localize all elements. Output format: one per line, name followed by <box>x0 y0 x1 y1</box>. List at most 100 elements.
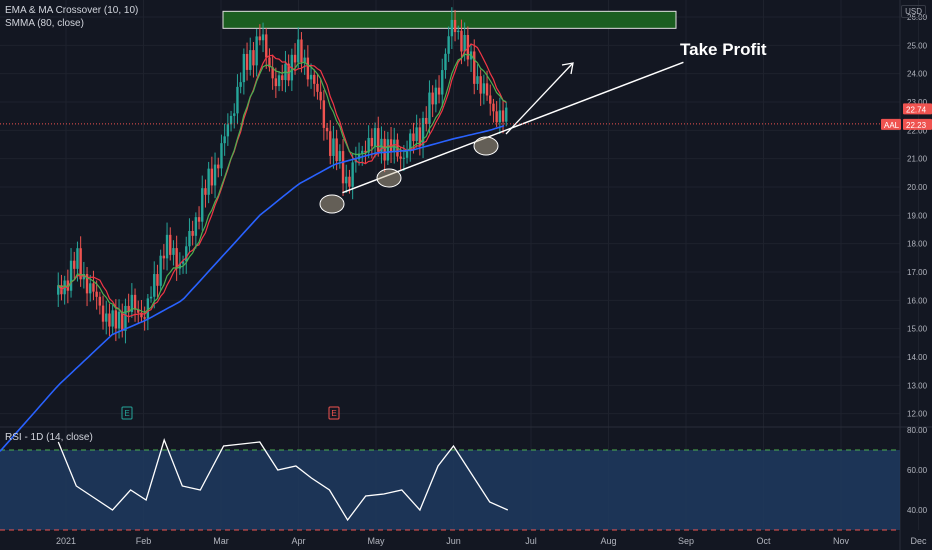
candle-body <box>255 36 258 66</box>
candle-body <box>137 309 140 313</box>
candle-body <box>405 151 409 158</box>
candle-body <box>447 36 450 54</box>
candle-body <box>348 176 351 187</box>
candle-body <box>428 92 431 125</box>
candle-body <box>57 285 60 295</box>
candle-body <box>460 30 463 52</box>
smma-legend[interactable]: SMMA (80, close) <box>5 18 84 29</box>
time-tick-label: Apr <box>291 536 305 546</box>
candle-body <box>82 274 86 280</box>
time-tick-label: Oct <box>756 536 771 546</box>
candle-body <box>482 83 486 94</box>
candle-body <box>220 143 223 169</box>
price-tick-label: 15.00 <box>907 325 928 334</box>
candle-body <box>364 150 367 153</box>
time-tick-label: Jun <box>446 536 461 546</box>
candle-body <box>207 168 210 195</box>
candle-body <box>76 248 79 269</box>
smma-line <box>0 125 505 452</box>
price-tick-label: 25.00 <box>907 41 928 50</box>
candle-body <box>143 317 146 319</box>
earnings-marker-label: E <box>124 409 129 418</box>
price-badge-upper-label: 22.74 <box>906 105 927 114</box>
candle-body <box>114 310 118 329</box>
pivot-ellipse <box>376 168 402 188</box>
candle-body <box>201 188 204 222</box>
rsi-tick-label: 40.00 <box>907 506 928 515</box>
candle-body <box>181 261 185 264</box>
candle-body <box>121 311 124 331</box>
candle-body <box>386 139 390 161</box>
candle-body <box>213 164 217 186</box>
rsi-panel <box>0 438 900 531</box>
candle-body <box>492 103 495 112</box>
price-tick-label: 24.00 <box>907 70 928 79</box>
candle-body <box>415 127 418 142</box>
rsi-legend[interactable]: RSI - 1D (14, close) <box>5 432 93 443</box>
candle-body <box>412 133 415 142</box>
candle-body <box>85 274 89 294</box>
candle-body <box>316 83 319 92</box>
candle-body <box>322 100 326 128</box>
pivot-ellipse <box>473 136 499 156</box>
candle-body <box>271 67 274 79</box>
candle-body <box>239 82 242 87</box>
candlesticks <box>57 7 508 344</box>
candle-body <box>437 87 441 95</box>
candle-body <box>495 111 498 123</box>
candle-body <box>431 92 434 105</box>
candle-body <box>425 117 428 125</box>
candle-body <box>434 87 438 105</box>
candle-body <box>73 260 76 269</box>
time-tick-label: Dec <box>910 536 927 546</box>
candle-body <box>217 164 220 169</box>
candle-body <box>370 137 374 147</box>
candle-body <box>479 76 482 94</box>
candle-body <box>172 248 175 255</box>
symbol-badge <box>881 118 901 130</box>
candle-body <box>473 51 476 84</box>
earnings-marker <box>328 406 340 420</box>
candle-body <box>357 153 361 160</box>
candle-body <box>485 83 489 96</box>
candle-body <box>149 296 153 299</box>
rsi-band <box>0 450 900 530</box>
candle-body <box>169 234 172 255</box>
candle-body <box>197 217 201 222</box>
candle-body <box>501 110 505 122</box>
candle-body <box>159 255 162 286</box>
candle-body <box>332 138 335 156</box>
candle-body <box>79 248 82 280</box>
candle-body <box>421 117 425 146</box>
candle-body <box>69 260 73 291</box>
candle-body <box>319 91 322 101</box>
ema-ma-legend[interactable]: EMA & MA Crossover (10, 10) <box>5 5 139 16</box>
candle-body <box>489 95 492 104</box>
price-tick-label: 13.00 <box>907 381 928 390</box>
time-tick-label: Aug <box>600 536 616 546</box>
price-badge-lower-label: 22.23 <box>906 121 927 130</box>
candle-body <box>98 296 102 306</box>
rsi-tick-label: 80.00 <box>907 426 928 435</box>
moving-averages <box>0 43 507 452</box>
candle-body <box>335 138 338 162</box>
candle-body <box>194 217 198 236</box>
candle-body <box>127 305 130 313</box>
candle-body <box>383 138 386 161</box>
time-tick-label: Mar <box>213 536 229 546</box>
price-tick-label: 14.00 <box>907 353 928 362</box>
candle-body <box>300 39 303 63</box>
candle-body <box>441 70 444 95</box>
candle-body <box>505 107 508 122</box>
candle-body <box>399 156 402 159</box>
candle-body <box>185 246 188 262</box>
candle-body <box>281 75 284 81</box>
price-tick-label: 22.00 <box>907 126 928 135</box>
candle-body <box>265 34 268 58</box>
take-profit-zone <box>222 10 677 29</box>
candle-body <box>92 283 95 292</box>
candle-body <box>233 113 236 116</box>
candle-body <box>130 294 134 313</box>
